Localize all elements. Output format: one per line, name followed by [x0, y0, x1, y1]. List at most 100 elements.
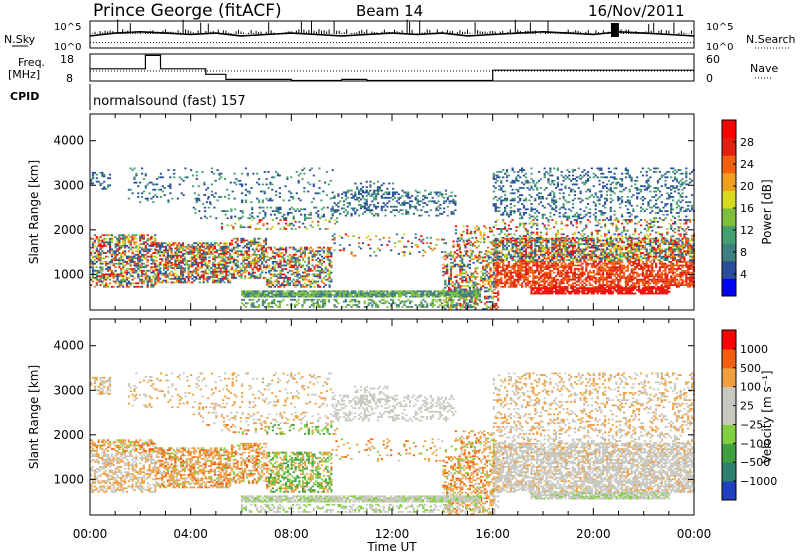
- heatmap-cell: [111, 249, 113, 251]
- heatmap-cell: [595, 249, 597, 251]
- heatmap-cell: [279, 252, 281, 254]
- heatmap-cell: [105, 282, 107, 284]
- heatmap-cell: [245, 184, 247, 186]
- heatmap-cell: [493, 263, 495, 265]
- heatmap-cell: [155, 246, 157, 248]
- heatmap-cell: [223, 266, 225, 268]
- heatmap-cell: [553, 261, 555, 263]
- heatmap-cell: [145, 257, 147, 259]
- heatmap-cell: [564, 275, 566, 277]
- heatmap-cell: [561, 282, 563, 284]
- heatmap-cell: [519, 240, 521, 242]
- heatmap-cell: [580, 282, 582, 284]
- heatmap-cell: [178, 251, 180, 253]
- heatmap-cell: [128, 250, 130, 252]
- heatmap-cell: [293, 266, 295, 268]
- heatmap-cell: [245, 168, 247, 170]
- heatmap-cell: [496, 282, 498, 284]
- heatmap-cell: [193, 269, 195, 271]
- heatmap-cell: [163, 246, 165, 248]
- heatmap-cell: [184, 253, 186, 255]
- heatmap-cell: [302, 286, 304, 288]
- heatmap-cell: [523, 281, 525, 283]
- heatmap-cell: [450, 280, 452, 282]
- heatmap-cell: [381, 197, 383, 199]
- heatmap-cell: [317, 225, 319, 227]
- heatmap-cell: [252, 270, 254, 272]
- heatmap-cell: [456, 274, 458, 276]
- heatmap-cell: [578, 281, 580, 283]
- heatmap-cell: [623, 268, 625, 270]
- heatmap-cell: [266, 282, 268, 284]
- heatmap-cell: [422, 199, 424, 201]
- heatmap-cell: [540, 268, 542, 270]
- heatmap-cell: [461, 276, 463, 278]
- heatmap-cell: [92, 238, 94, 240]
- heatmap-cell: [428, 246, 430, 248]
- heatmap-cell: [285, 249, 287, 251]
- heatmap-cell: [564, 241, 566, 243]
- heatmap-cell: [568, 259, 570, 261]
- heatmap-cell: [591, 277, 593, 279]
- heatmap-cell: [241, 200, 243, 202]
- heatmap-cell: [276, 263, 278, 265]
- heatmap-cell: [593, 256, 595, 258]
- heatmap-cell: [407, 195, 409, 197]
- heatmap-cell: [98, 256, 100, 258]
- heatmap-cell: [172, 282, 174, 284]
- heatmap-cell: [225, 246, 227, 248]
- heatmap-cell: [240, 217, 242, 219]
- heatmap-cell: [161, 242, 163, 244]
- heatmap-cell: [115, 257, 117, 259]
- heatmap-cell: [304, 214, 306, 216]
- heatmap-cell: [441, 251, 443, 253]
- heatmap-cell: [199, 257, 201, 259]
- heatmap-cell: [197, 266, 199, 268]
- heatmap-cell: [96, 261, 98, 263]
- heatmap-cell: [330, 279, 332, 281]
- heatmap-cell: [203, 255, 205, 257]
- heatmap-cell: [608, 266, 610, 268]
- heatmap-cell: [249, 192, 251, 194]
- heatmap-cell: [317, 216, 319, 218]
- heatmap-cell: [619, 249, 621, 251]
- heatmap-cell: [319, 254, 321, 256]
- heatmap-cell: [145, 266, 147, 268]
- heatmap-cell: [445, 193, 447, 195]
- heatmap-cell: [270, 247, 272, 249]
- heatmap-cell: [488, 255, 490, 257]
- heatmap-cell: [92, 270, 94, 272]
- heatmap-cell: [235, 241, 237, 243]
- heatmap-cell: [115, 252, 117, 254]
- heatmap-cell: [220, 262, 222, 264]
- heatmap-cell: [227, 246, 229, 248]
- heatmap-cell: [559, 249, 561, 251]
- heatmap-cell: [504, 265, 506, 267]
- heatmap-cell: [448, 282, 450, 284]
- heatmap-cell: [612, 240, 614, 242]
- heatmap-cell: [133, 168, 135, 170]
- heatmap-cell: [101, 250, 103, 252]
- heatmap-cell: [133, 241, 135, 243]
- heatmap-cell: [484, 269, 486, 271]
- heatmap-cell: [235, 263, 237, 265]
- heatmap-cell: [415, 237, 417, 239]
- heatmap-cell: [388, 193, 390, 195]
- heatmap-cell: [323, 286, 325, 288]
- heatmap-cell: [439, 193, 441, 195]
- heatmap-cell: [544, 268, 546, 270]
- heatmap-cell: [150, 286, 152, 288]
- heatmap-cell: [529, 266, 531, 268]
- heatmap-cell: [595, 279, 597, 281]
- heatmap-cell: [281, 274, 283, 276]
- heatmap-cell: [277, 173, 279, 175]
- heatmap-cell: [493, 281, 495, 283]
- heatmap-cell: [559, 245, 561, 247]
- heatmap-cell: [369, 195, 371, 197]
- heatmap-cell: [530, 266, 532, 268]
- heatmap-cell: [574, 241, 576, 243]
- heatmap-cell: [254, 240, 256, 242]
- heatmap-cell: [304, 282, 306, 284]
- heatmap-cell: [502, 274, 504, 276]
- heatmap-cell: [551, 249, 553, 251]
